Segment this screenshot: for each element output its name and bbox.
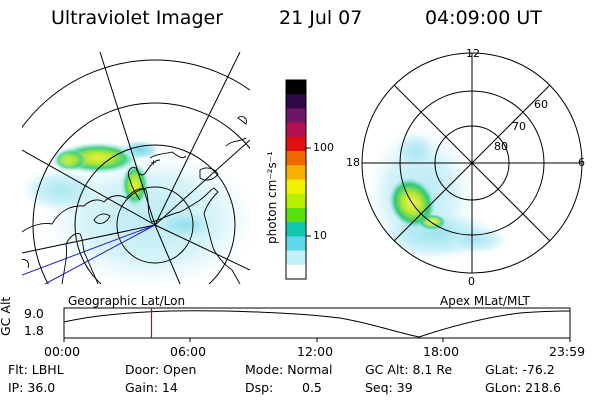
- geo-panel-caption: Geographic Lat/Lon: [68, 294, 186, 308]
- instrument-title: Ultraviolet Imager: [51, 7, 224, 29]
- mlt-label-6: 6: [578, 156, 585, 169]
- mlat-label-70: 70: [512, 120, 526, 133]
- time-tick-2: 12:00: [297, 344, 334, 359]
- mlt-label-18: 18: [346, 156, 360, 169]
- colorbar-segment: [286, 122, 306, 138]
- colorbar: [285, 79, 311, 280]
- colorbar-tick-100: 100: [313, 141, 334, 154]
- dsp-label: Dsp:: [245, 380, 274, 395]
- mlt-label-0: 0: [468, 275, 475, 288]
- colorbar-segment: [286, 151, 306, 166]
- gain-readout: Gain: 14: [125, 380, 178, 395]
- date-label: 21 Jul 07: [279, 7, 363, 29]
- colorbar-segment: [286, 236, 306, 252]
- mlt-label-12: 12: [466, 47, 480, 60]
- colorbar-tick-10: 10: [313, 229, 327, 242]
- door-readout: Door: Open: [125, 362, 197, 377]
- altitude-curve: [63, 310, 571, 338]
- colorbar-segment: [286, 264, 306, 280]
- filter-readout: Flt: LBHL: [8, 362, 64, 377]
- dsp-value: 0.5: [302, 380, 322, 395]
- colorbar-segment: [286, 193, 306, 209]
- glon-readout: GLon: 218.6: [485, 380, 561, 395]
- altitude-tick-low: 1.8: [24, 323, 44, 338]
- colorbar-segment: [286, 80, 306, 95]
- gc-alt-readout: GC Alt: 8.1 Re: [365, 362, 453, 377]
- magnetic-dial: [361, 52, 583, 274]
- coastline: [22, 187, 241, 284]
- colorbar-segment: [286, 222, 306, 237]
- mag-panel-caption: Apex MLat/MLT: [440, 294, 530, 308]
- mlat-label-80: 80: [494, 140, 508, 153]
- time-tick-3: 18:00: [423, 344, 460, 359]
- colorbar-segment: [286, 108, 306, 124]
- colorbar-segment: [286, 207, 306, 223]
- mlat-label-60: 60: [534, 98, 548, 111]
- altitude-tick-high: 9.0: [24, 306, 44, 321]
- time-tick-0: 00:00: [44, 344, 81, 359]
- altitude-strip-plot: [63, 307, 571, 342]
- seq-readout: Seq: 39: [365, 380, 413, 395]
- colorbar-segment: [286, 94, 306, 110]
- svg-text:+: +: [150, 158, 157, 167]
- altitude-axis-label: GC Alt: [0, 296, 13, 336]
- ip-readout: IP: 36.0: [8, 380, 56, 395]
- colorbar-segment: [286, 179, 306, 195]
- time-tick-1: 06:00: [170, 344, 207, 359]
- glat-readout: GLat: -76.2: [485, 362, 555, 377]
- mode-readout: Mode: Normal: [245, 362, 333, 377]
- colorbar-unit-label: photon cm⁻²s⁻¹: [265, 151, 279, 244]
- colorbar-segment: [286, 136, 306, 152]
- time-tick-4: 23:59: [549, 344, 586, 359]
- colorbar-segment: [286, 250, 306, 266]
- geographic-map: +: [22, 52, 250, 284]
- colorbar-segment: [286, 165, 306, 181]
- time-label: 04:09:00 UT: [425, 7, 542, 29]
